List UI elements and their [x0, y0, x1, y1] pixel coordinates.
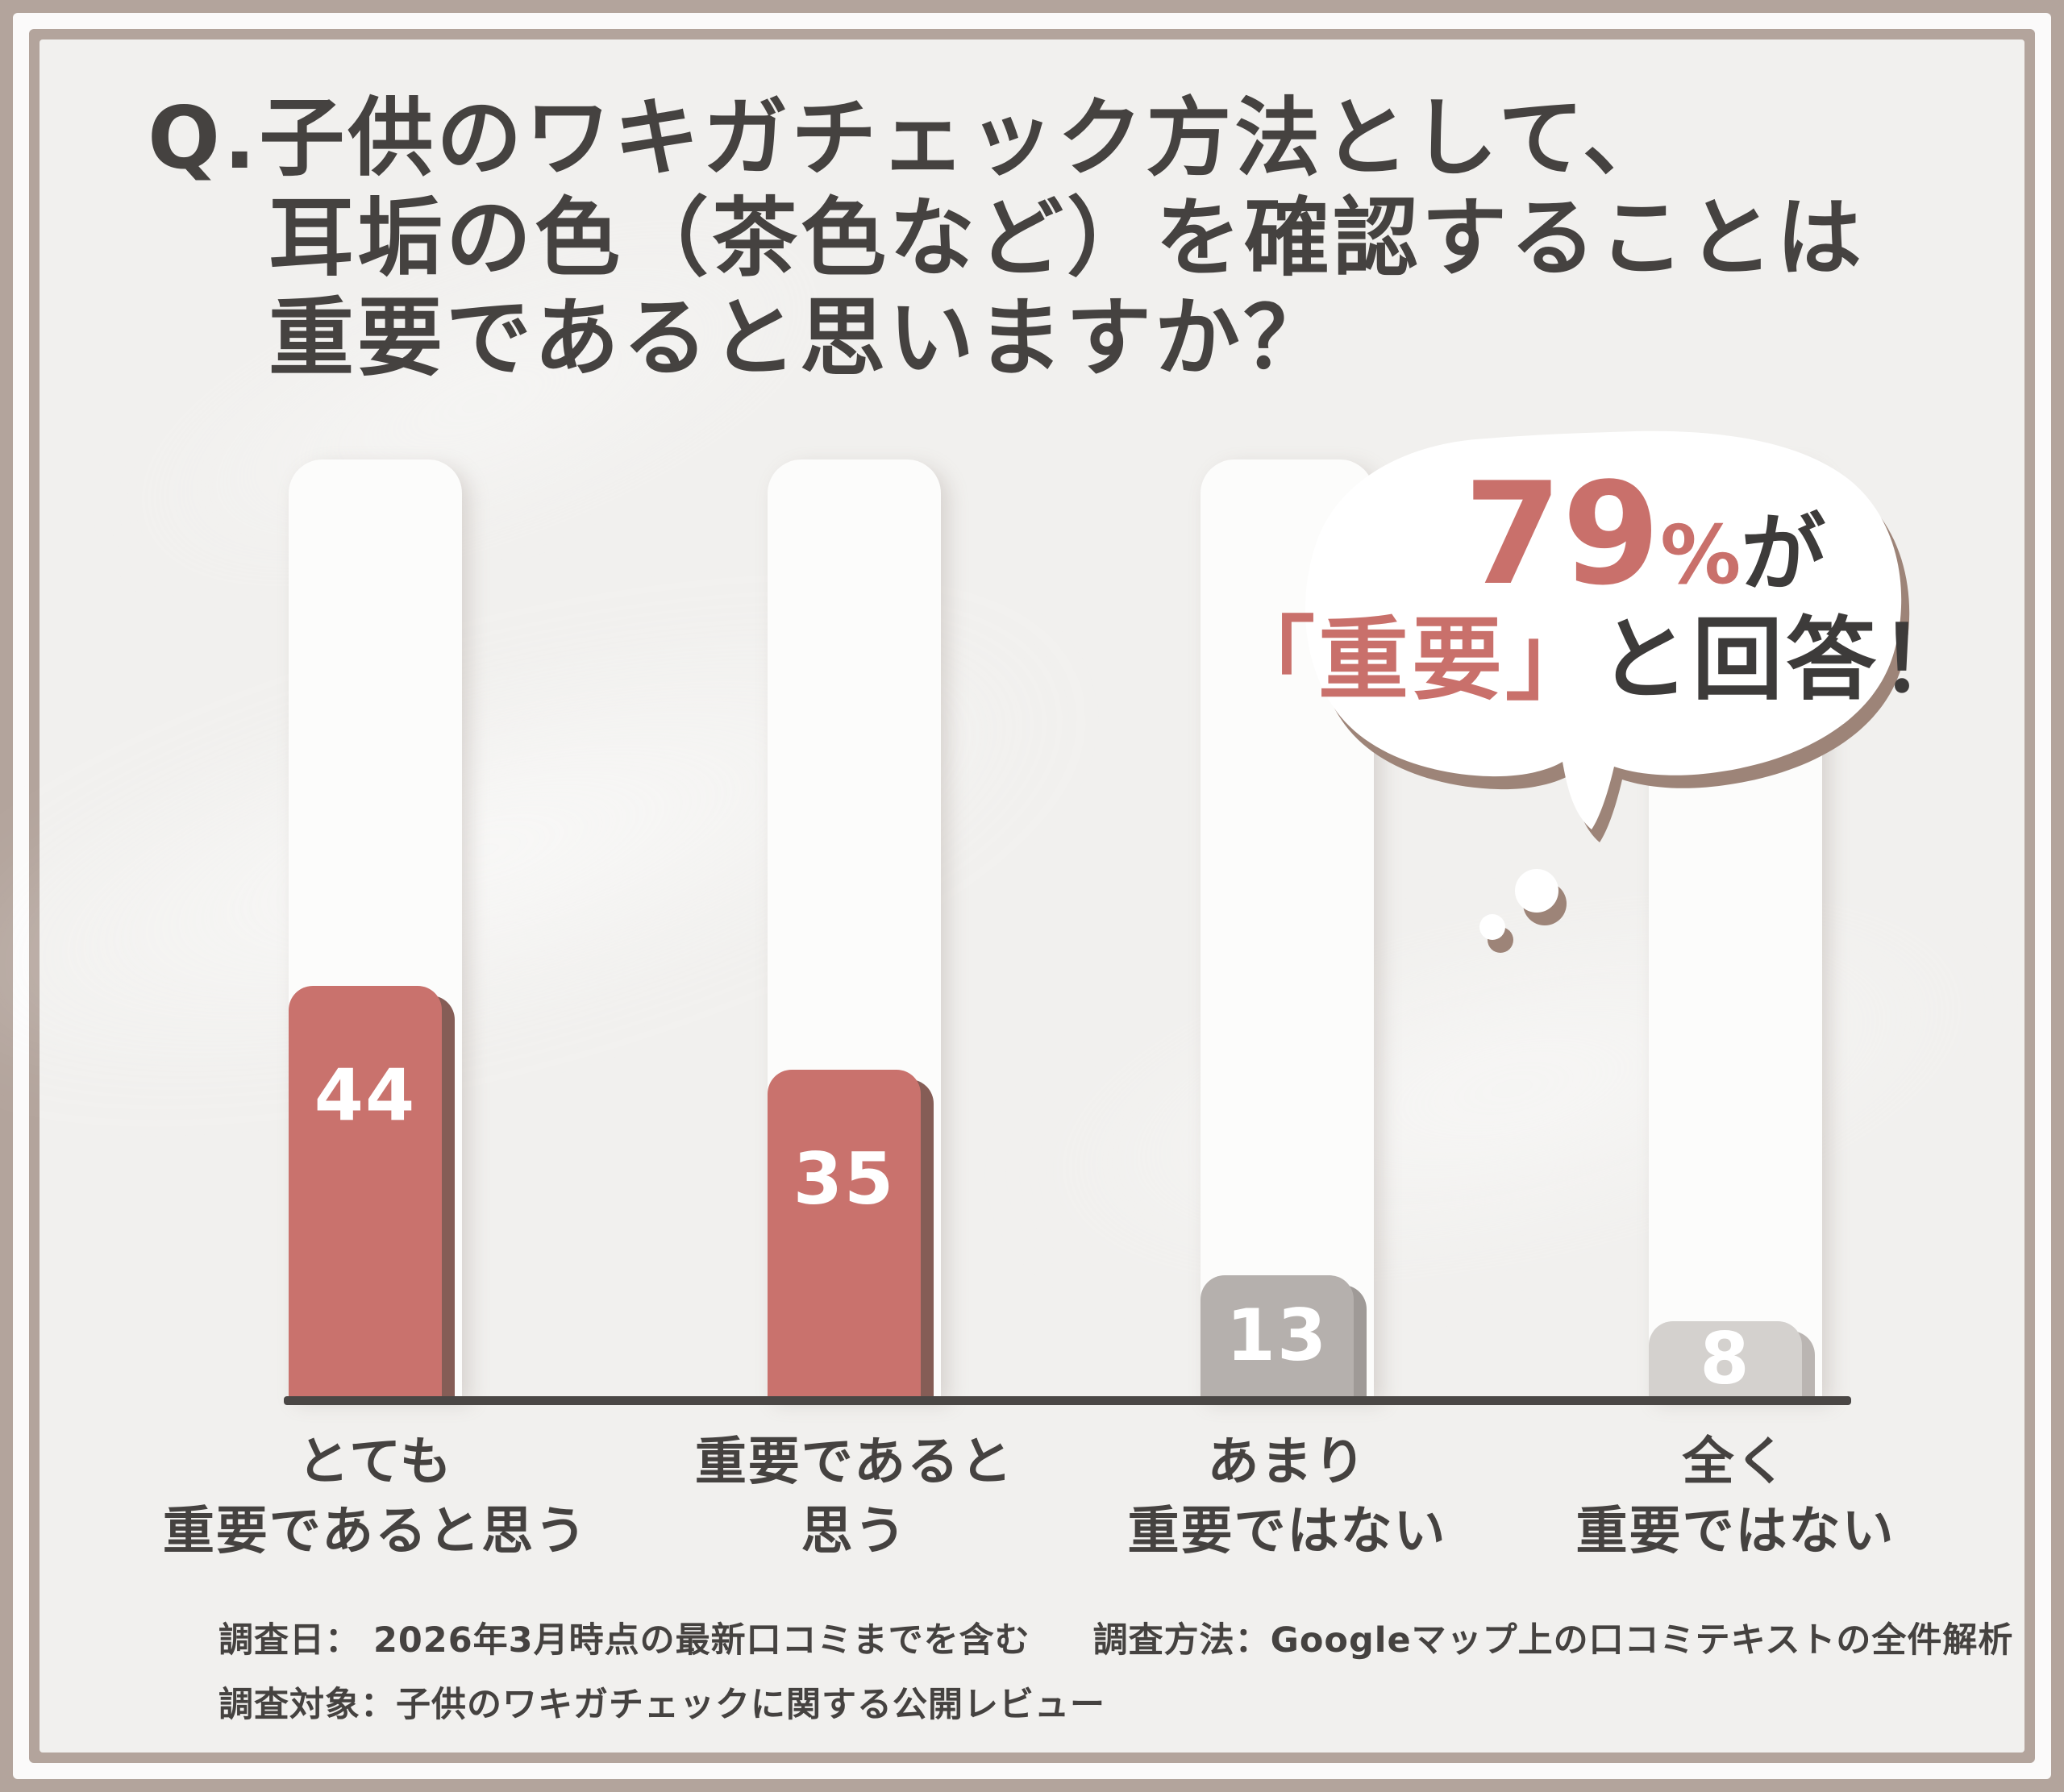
- bar: 13: [1201, 1275, 1354, 1396]
- thought-dot-large: [1515, 869, 1558, 913]
- plot-area: 44 35 13 8: [0, 459, 2064, 1396]
- category-label: 全く 重要ではない: [1575, 1432, 1895, 1561]
- survey-footnote: 調査日： 2026年3月時点の最新口コミまでを含む 調査方法：Googleマップ…: [218, 1612, 2013, 1727]
- x-axis-line: [284, 1396, 1851, 1405]
- bubble-suffix: が: [1741, 505, 1825, 603]
- bubble-answer-highlight: 「重要」: [1274, 608, 1599, 713]
- chart-column: 35: [768, 459, 941, 1396]
- category-labels-row: とても 重要であると思う 重要であると 思う あまり 重要ではない 全く 重要ではない: [0, 1428, 2064, 1622]
- category-label: あまり 重要ではない: [1127, 1432, 1447, 1561]
- category-label: とても 重要であると思う: [162, 1432, 589, 1561]
- bubble-line2: 「重要」と回答！: [1274, 608, 1935, 713]
- bubble-percent: 79: [1464, 453, 1661, 617]
- category-label: 重要であると 思う: [694, 1432, 1014, 1561]
- bar: 35: [768, 1070, 921, 1396]
- speech-bubble-body: [1305, 430, 1902, 940]
- page-title: Q.子供のワキガチェック方法として、 耳垢の色（茶色など）を確認することは 重要…: [148, 89, 1865, 389]
- chart-column: 13: [1201, 459, 1374, 1396]
- chart-column: 44: [289, 459, 462, 1396]
- bar-value-label: 44: [314, 1054, 417, 1137]
- survey-target: 調査対象：子供のワキガチェックに関する公開レビュー: [218, 1685, 1105, 1725]
- bubble-percent-sign: %: [1660, 508, 1741, 602]
- bar: 44: [289, 986, 442, 1396]
- bar-value-label: 8: [1700, 1316, 1751, 1400]
- footnote-row1: 調査日： 2026年3月時点の最新口コミまでを含む 調査方法：Googleマップ…: [218, 1612, 2013, 1662]
- bubble-line1: 79%が: [1464, 453, 1826, 617]
- thought-dot-small: [1479, 914, 1505, 940]
- survey-method: 調査方法：Googleマップ上の口コミテキストの全件解析: [1092, 1620, 2014, 1661]
- bubble-answer-rest: と回答！: [1599, 608, 1935, 713]
- bar-value-label: 13: [1226, 1294, 1329, 1377]
- speech-bubble: 79%が 「重要」と回答！: [1274, 430, 1935, 953]
- bar: 8: [1649, 1321, 1802, 1396]
- bar-value-label: 35: [793, 1137, 896, 1220]
- survey-date: 調査日： 2026年3月時点の最新口コミまでを含む: [218, 1620, 1030, 1661]
